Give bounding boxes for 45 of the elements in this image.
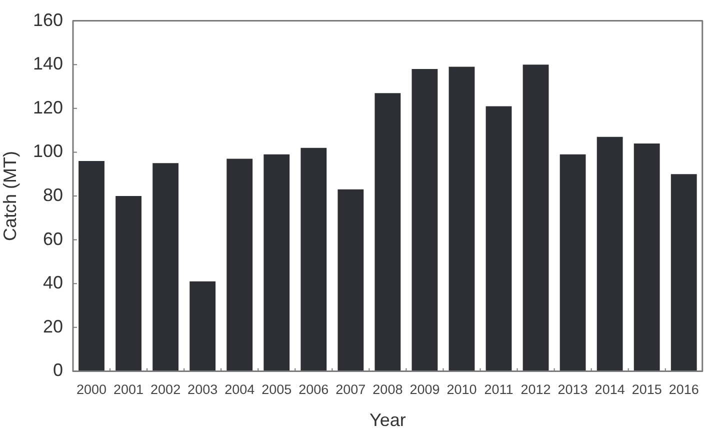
bar <box>300 148 327 372</box>
x-axis-title: Year <box>370 410 406 430</box>
bar <box>190 281 216 372</box>
bar <box>226 158 253 372</box>
bar <box>78 160 104 372</box>
x-tick-label: 2009 <box>410 382 440 398</box>
y-tick-label: 60 <box>42 228 63 249</box>
y-tick-label: 160 <box>32 10 63 30</box>
x-tick-label: 2002 <box>150 382 181 398</box>
x-tick-label: 2005 <box>262 382 292 398</box>
x-tick-label: 2011 <box>484 382 514 398</box>
bar <box>374 93 401 372</box>
x-tick-label: 2015 <box>632 382 662 398</box>
x-tick-label: 2001 <box>114 382 144 398</box>
bar <box>522 64 549 372</box>
bar <box>486 106 512 372</box>
x-tick-label: 2012 <box>520 382 551 398</box>
y-tick-label: 100 <box>32 141 63 162</box>
x-tick-label: 2004 <box>224 382 256 398</box>
bar <box>264 154 290 372</box>
y-tick-label: 140 <box>32 54 63 74</box>
x-tick-label: 2003 <box>188 382 218 398</box>
y-tick-label: 40 <box>42 272 63 293</box>
x-tick-label: 2014 <box>594 382 626 398</box>
bar <box>560 154 586 372</box>
x-tick-label: 2007 <box>336 382 366 398</box>
x-tick-label: 2006 <box>298 382 329 398</box>
y-tick-label: 0 <box>52 360 63 380</box>
bar <box>412 68 438 372</box>
bar <box>116 196 142 372</box>
bar <box>670 174 697 372</box>
bar <box>634 143 660 372</box>
y-tick-label: 80 <box>42 184 63 205</box>
x-tick-label: 2008 <box>372 382 403 398</box>
y-tick-label: 120 <box>32 97 63 118</box>
x-tick-label: 2000 <box>76 382 107 398</box>
x-tick-label: 2016 <box>668 382 699 398</box>
y-axis-title: Catch (MT) <box>0 151 20 241</box>
bar <box>596 136 623 372</box>
bar <box>338 189 364 372</box>
y-tick-label: 20 <box>42 316 63 336</box>
bar <box>448 66 475 372</box>
x-tick-label: 2013 <box>558 382 588 398</box>
x-tick-label: 2010 <box>446 382 477 398</box>
bar <box>152 163 179 372</box>
